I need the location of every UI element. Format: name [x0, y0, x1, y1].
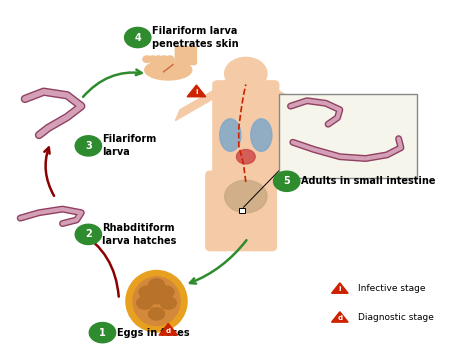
Circle shape	[75, 224, 101, 245]
FancyBboxPatch shape	[175, 47, 196, 64]
Circle shape	[148, 279, 164, 291]
FancyArrowPatch shape	[83, 70, 142, 97]
Text: Filariform
larva: Filariform larva	[102, 134, 157, 158]
Ellipse shape	[126, 270, 187, 332]
Text: Infective stage: Infective stage	[358, 284, 425, 293]
Polygon shape	[159, 324, 178, 335]
Circle shape	[160, 56, 168, 63]
Polygon shape	[332, 283, 348, 293]
Text: 1: 1	[99, 328, 106, 338]
Text: Rhabditiform
larva hatches: Rhabditiform larva hatches	[102, 223, 177, 246]
Ellipse shape	[220, 119, 241, 151]
FancyBboxPatch shape	[279, 94, 418, 178]
FancyArrowPatch shape	[190, 240, 246, 284]
Circle shape	[273, 171, 300, 191]
Text: 3: 3	[85, 141, 92, 151]
Polygon shape	[175, 88, 218, 120]
Ellipse shape	[225, 180, 267, 213]
Text: 4: 4	[134, 32, 141, 43]
Circle shape	[125, 27, 151, 48]
Text: 5: 5	[283, 176, 290, 186]
Text: Adults in small intestine: Adults in small intestine	[301, 176, 435, 186]
Polygon shape	[274, 88, 316, 120]
Circle shape	[137, 297, 153, 309]
Circle shape	[165, 56, 174, 63]
Ellipse shape	[145, 60, 192, 80]
Ellipse shape	[251, 119, 272, 151]
Text: Eggs in feces: Eggs in feces	[117, 328, 189, 338]
FancyBboxPatch shape	[206, 171, 276, 251]
FancyBboxPatch shape	[239, 81, 253, 99]
Ellipse shape	[237, 150, 255, 164]
Circle shape	[143, 56, 151, 63]
FancyArrowPatch shape	[79, 232, 118, 297]
Circle shape	[148, 308, 164, 320]
Text: d: d	[337, 315, 342, 321]
Circle shape	[141, 292, 157, 304]
Text: Diagnostic stage: Diagnostic stage	[358, 313, 434, 322]
FancyArrowPatch shape	[45, 147, 54, 196]
Circle shape	[225, 58, 267, 90]
Text: d: d	[166, 328, 171, 334]
Text: i: i	[195, 89, 198, 95]
Circle shape	[154, 56, 163, 63]
Polygon shape	[187, 85, 206, 97]
FancyBboxPatch shape	[213, 81, 279, 186]
Circle shape	[155, 292, 172, 304]
Ellipse shape	[133, 277, 180, 325]
Polygon shape	[332, 312, 348, 322]
Bar	[239, 207, 246, 213]
Text: Filariform larva
penetrates skin: Filariform larva penetrates skin	[152, 26, 238, 49]
Circle shape	[148, 56, 157, 63]
Circle shape	[158, 286, 174, 298]
Text: i: i	[338, 286, 341, 292]
Circle shape	[148, 292, 164, 304]
Circle shape	[89, 323, 116, 343]
Text: 2: 2	[85, 229, 92, 240]
Circle shape	[75, 136, 101, 156]
Circle shape	[139, 286, 155, 298]
Circle shape	[160, 297, 176, 309]
